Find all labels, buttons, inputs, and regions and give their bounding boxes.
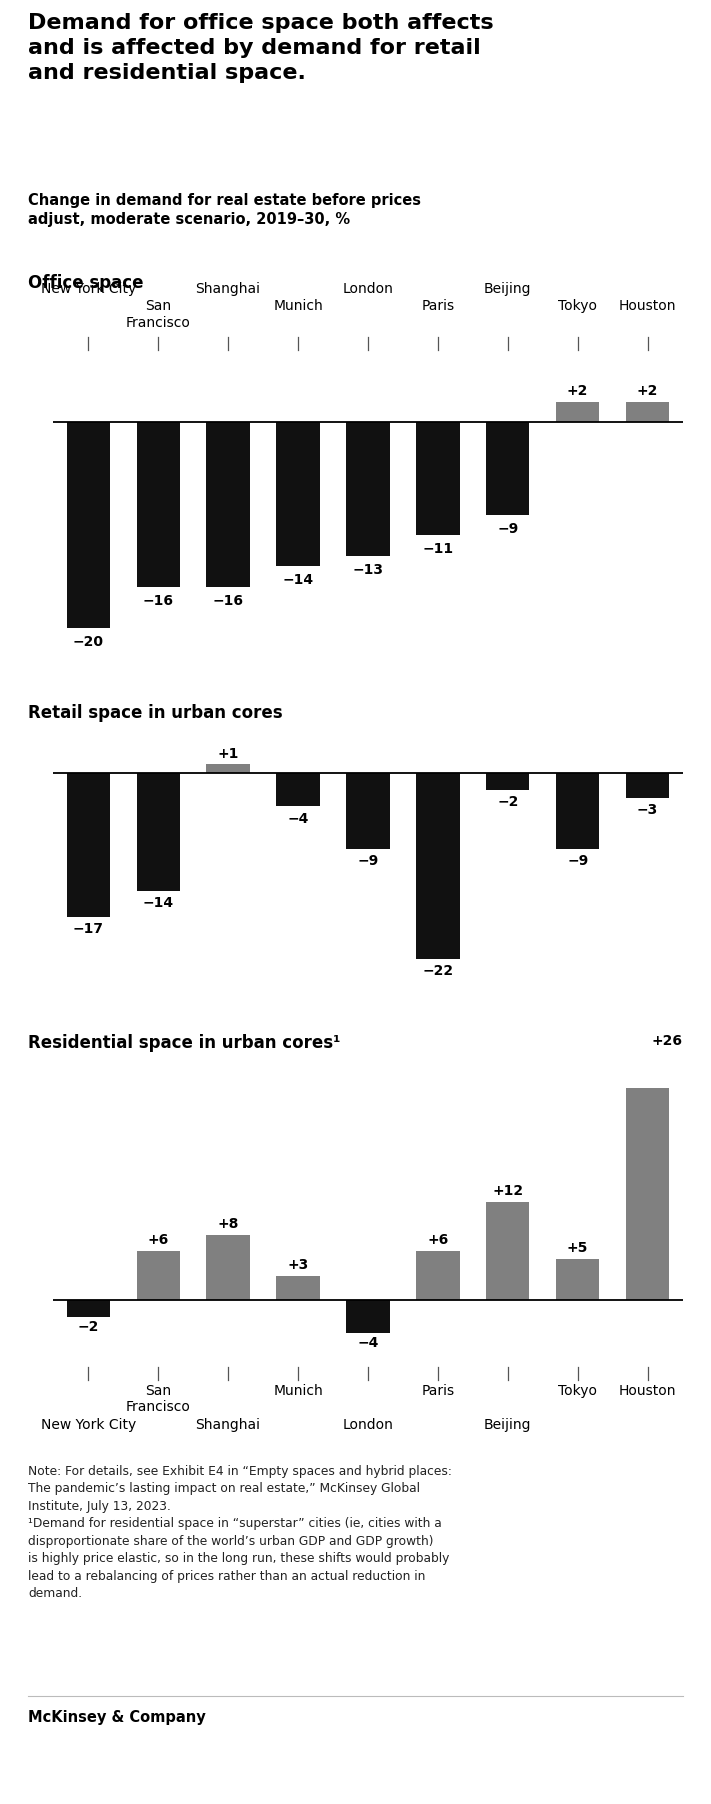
Bar: [206, 422, 250, 586]
Bar: [67, 1301, 110, 1317]
Text: −20: −20: [73, 635, 104, 649]
Text: −14: −14: [282, 574, 314, 586]
Bar: [206, 765, 250, 772]
Text: −9: −9: [358, 853, 378, 868]
Bar: [556, 772, 599, 850]
Text: San
Francisco: San Francisco: [126, 299, 191, 330]
Text: +12: +12: [492, 1183, 523, 1198]
Bar: [486, 1201, 530, 1301]
Bar: [556, 1259, 599, 1301]
Text: Note: For details, see Exhibit E4 in “Empty spaces and hybrid places:
The pandem: Note: For details, see Exhibit E4 in “Em…: [28, 1465, 452, 1600]
Bar: [486, 772, 530, 790]
Text: −16: −16: [143, 594, 173, 608]
Bar: [416, 422, 459, 536]
Bar: [277, 1275, 320, 1301]
Text: Retail space in urban cores: Retail space in urban cores: [28, 704, 283, 722]
Text: +8: +8: [218, 1218, 239, 1230]
Text: +2: +2: [567, 384, 589, 397]
Text: −2: −2: [497, 794, 518, 808]
Text: Paris: Paris: [422, 1384, 454, 1398]
Text: −16: −16: [213, 594, 244, 608]
Text: −2: −2: [77, 1321, 99, 1333]
Bar: [346, 422, 390, 556]
Text: New York City: New York City: [41, 1418, 136, 1432]
Bar: [137, 1252, 180, 1301]
Text: +26: +26: [651, 1034, 683, 1048]
Bar: [206, 1236, 250, 1301]
Text: Office space: Office space: [28, 274, 144, 292]
Text: +6: +6: [427, 1234, 449, 1247]
Text: −13: −13: [353, 563, 383, 577]
Text: +1: +1: [218, 747, 239, 761]
Bar: [486, 422, 530, 514]
Text: −9: −9: [567, 853, 588, 868]
Text: −22: −22: [422, 965, 454, 978]
Bar: [626, 772, 669, 797]
Text: Munich: Munich: [273, 299, 323, 314]
Bar: [416, 772, 459, 960]
Text: −9: −9: [497, 521, 518, 536]
Bar: [626, 1088, 669, 1301]
Text: Shanghai: Shanghai: [196, 281, 261, 296]
Text: Munich: Munich: [273, 1384, 323, 1398]
Text: −14: −14: [143, 897, 173, 911]
Bar: [277, 772, 320, 806]
Bar: [346, 772, 390, 850]
Text: +3: +3: [287, 1257, 309, 1272]
Bar: [277, 422, 320, 566]
Text: Tokyo: Tokyo: [558, 1384, 597, 1398]
Text: London: London: [343, 1418, 393, 1432]
Text: Beijing: Beijing: [484, 281, 532, 296]
Text: New York City: New York City: [41, 281, 136, 296]
Bar: [67, 422, 110, 628]
Text: McKinsey & Company: McKinsey & Company: [28, 1710, 206, 1725]
Text: −4: −4: [357, 1337, 379, 1349]
Text: Change in demand for real estate before prices
adjust, moderate scenario, 2019–3: Change in demand for real estate before …: [28, 193, 422, 227]
Text: −11: −11: [422, 543, 454, 556]
Bar: [137, 422, 180, 586]
Text: Demand for office space both affects
and is affected by demand for retail
and re: Demand for office space both affects and…: [28, 13, 494, 83]
Text: −17: −17: [73, 922, 104, 936]
Text: +2: +2: [637, 384, 658, 397]
Text: Houston: Houston: [619, 299, 676, 314]
Text: Houston: Houston: [619, 1384, 676, 1398]
Bar: [626, 402, 669, 422]
Text: Tokyo: Tokyo: [558, 299, 597, 314]
Text: −4: −4: [287, 812, 309, 826]
Bar: [137, 772, 180, 891]
Bar: [346, 1301, 390, 1333]
Text: Residential space in urban cores¹: Residential space in urban cores¹: [28, 1034, 341, 1052]
Bar: [416, 1252, 459, 1301]
Text: London: London: [343, 281, 393, 296]
Text: Shanghai: Shanghai: [196, 1418, 261, 1432]
Text: Paris: Paris: [422, 299, 454, 314]
Text: +5: +5: [567, 1241, 589, 1256]
Text: −3: −3: [637, 803, 658, 817]
Bar: [67, 772, 110, 916]
Text: San
Francisco: San Francisco: [126, 1384, 191, 1414]
Text: Beijing: Beijing: [484, 1418, 532, 1432]
Text: +6: +6: [148, 1234, 169, 1247]
Bar: [556, 402, 599, 422]
